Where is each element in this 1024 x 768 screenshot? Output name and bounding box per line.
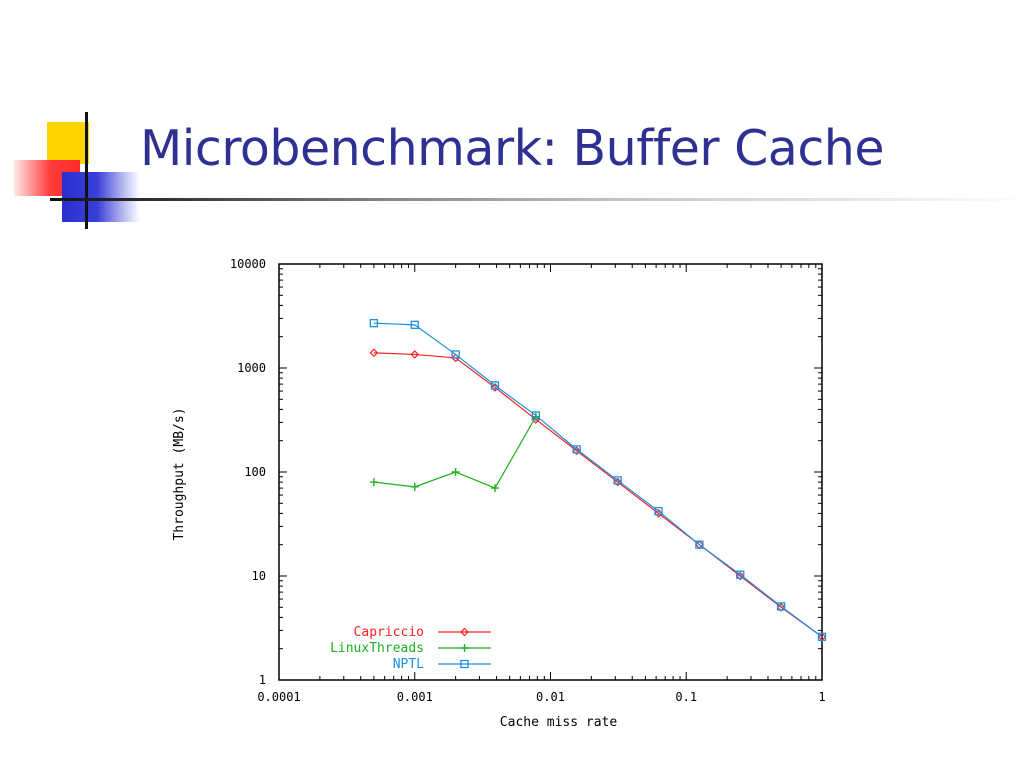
data-point-capriccio — [735, 571, 745, 581]
data-point-nptl — [451, 350, 460, 359]
decor-yellow-square — [47, 122, 89, 164]
x-tick-label: 0.001 — [397, 690, 433, 704]
data-point-capriccio — [654, 509, 663, 518]
x-tick-label: 1 — [818, 690, 825, 704]
decor-blue-square — [62, 172, 140, 222]
x-tick-label: 0.0001 — [257, 690, 300, 704]
data-point-nptl — [736, 570, 745, 579]
y-axis-label: Throughput (MB/s) — [172, 407, 187, 540]
legend-label-linuxthreads: LinuxThreads — [330, 641, 424, 656]
data-point-capriccio — [490, 383, 500, 392]
data-point-nptl — [695, 540, 704, 549]
y-tick-label: 10000 — [230, 257, 266, 271]
legend-marker-nptl — [460, 659, 469, 669]
data-point-linuxthreads — [410, 482, 419, 491]
plot-frame — [278, 263, 823, 681]
x-tick-label: 0.01 — [536, 690, 565, 704]
data-point-linuxthreads — [451, 468, 460, 476]
y-tick-label: 1 — [259, 673, 266, 687]
data-point-linuxthreads — [490, 484, 499, 493]
data-point-nptl — [531, 411, 541, 420]
series-line-linuxthreads — [373, 416, 537, 489]
legend-marker-linuxthreads — [460, 644, 469, 652]
decor-vertical-line — [85, 112, 88, 229]
y-tick-label: 10 — [252, 569, 266, 583]
data-point-capriccio — [410, 350, 420, 359]
data-point-nptl — [369, 318, 379, 328]
x-axis-label: Cache miss rate — [500, 715, 618, 730]
series-line-nptl — [373, 322, 823, 638]
legend-marker-capriccio — [460, 627, 469, 637]
data-point-capriccio — [572, 446, 582, 456]
data-point-nptl — [490, 381, 500, 390]
data-point-nptl — [613, 476, 622, 485]
data-point-capriccio — [369, 348, 379, 358]
data-point-capriccio — [776, 602, 786, 612]
data-point-linuxthreads — [369, 478, 378, 487]
legend-label-nptl: NPTL — [393, 657, 424, 672]
slide-title: Microbenchmark: Buffer Cache — [140, 120, 884, 177]
x-tick-label: 0.1 — [675, 690, 697, 704]
y-tick-label: 100 — [244, 465, 266, 479]
data-point-nptl — [654, 507, 663, 516]
data-point-nptl — [817, 632, 827, 641]
data-point-nptl — [776, 602, 786, 611]
legend-label-capriccio: Capriccio — [354, 625, 424, 640]
data-point-capriccio — [613, 477, 623, 487]
series-line-capriccio — [373, 352, 823, 638]
y-tick-label: 1000 — [237, 361, 266, 375]
data-point-nptl — [410, 320, 419, 329]
title-underline — [50, 198, 1024, 201]
data-point-nptl — [572, 445, 581, 454]
